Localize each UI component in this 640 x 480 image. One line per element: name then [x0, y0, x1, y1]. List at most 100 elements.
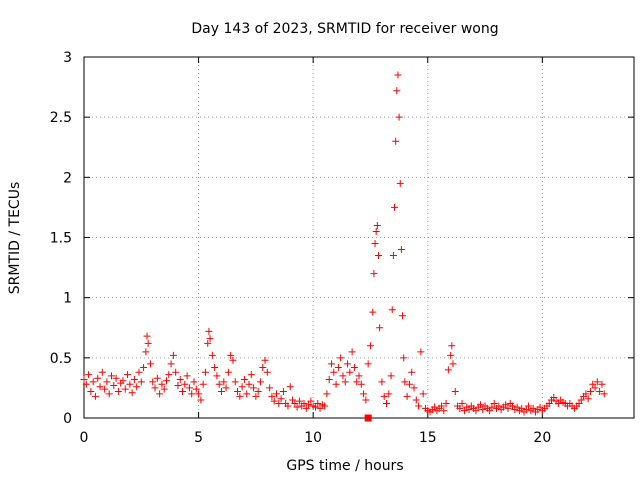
- data-point: [472, 407, 480, 415]
- data-point: [291, 400, 299, 408]
- y-axis-label: SRMTID / TECUs: [7, 182, 23, 295]
- data-point: [389, 252, 397, 260]
- data-point: [325, 375, 333, 383]
- data-point: [165, 371, 173, 379]
- data-point: [208, 351, 216, 359]
- data-point: [268, 392, 276, 400]
- data-point: [408, 368, 416, 376]
- x-axis-label: GPS time / hours: [286, 458, 403, 474]
- data-point: [589, 380, 597, 388]
- data-point: [388, 306, 396, 314]
- data-point: [518, 404, 526, 412]
- data-point: [231, 378, 239, 386]
- data-point: [339, 372, 347, 380]
- data-point: [451, 388, 459, 396]
- data-point: [438, 402, 445, 410]
- data-point: [495, 402, 503, 410]
- data-point: [130, 375, 138, 383]
- data-point: [108, 372, 115, 380]
- data-point: [192, 385, 200, 393]
- data-point: [144, 339, 152, 347]
- data-point: [334, 363, 342, 371]
- data-point: [146, 360, 154, 368]
- data-point: [185, 384, 193, 392]
- data-point: [399, 312, 407, 320]
- data-point: [362, 396, 370, 404]
- data-point: [369, 308, 377, 316]
- data-point: [98, 368, 106, 376]
- data-point: [305, 401, 313, 409]
- data-point: [190, 378, 198, 386]
- data-point: [238, 383, 246, 391]
- data-point: [91, 392, 99, 400]
- data-point: [447, 351, 455, 359]
- data-point: [188, 390, 196, 398]
- data-point: [128, 389, 136, 397]
- data-point: [263, 368, 271, 376]
- data-point: [372, 227, 380, 235]
- data-point: [172, 368, 180, 376]
- data-point: [465, 406, 473, 414]
- grid-lines: [84, 57, 634, 418]
- data-point: [126, 380, 134, 388]
- axis-ticks: 0 5 10 15 20 0 0.5 1 1.5 2 2.5 3: [50, 50, 634, 446]
- data-point: [323, 390, 331, 398]
- data-point: [311, 403, 319, 411]
- data-point: [229, 356, 237, 364]
- data-point: [376, 324, 384, 332]
- data-point: [163, 377, 170, 385]
- data-point: [448, 342, 456, 350]
- data-point: [509, 402, 517, 410]
- data-point: [205, 327, 213, 335]
- data-point: [348, 348, 356, 356]
- data-point: [321, 402, 329, 410]
- data-point: [442, 400, 450, 408]
- data-point: [266, 384, 274, 392]
- data-point: [405, 380, 413, 388]
- data-point: [195, 390, 203, 398]
- data-point: [458, 400, 466, 408]
- square-marker-point: [364, 414, 372, 422]
- data-point: [137, 378, 145, 386]
- y-tick-label: 0: [63, 411, 72, 427]
- data-point: [479, 406, 487, 414]
- data-point: [261, 356, 269, 364]
- data-point: [456, 404, 464, 412]
- data-point: [344, 360, 352, 368]
- data-point: [582, 390, 590, 398]
- data-point: [328, 360, 335, 368]
- data-point: [596, 388, 604, 396]
- x-tick-label: 15: [419, 430, 437, 446]
- data-point: [513, 403, 521, 411]
- data-point: [270, 397, 278, 405]
- y-tick-label: 1: [63, 291, 72, 307]
- data-point: [394, 71, 402, 79]
- data-point: [243, 390, 251, 398]
- y-tick-label: 0.5: [50, 351, 72, 367]
- data-point: [400, 354, 408, 362]
- data-point: [236, 392, 244, 400]
- data-point: [197, 396, 205, 404]
- y-tick-label: 2: [63, 170, 72, 186]
- data-point: [218, 388, 225, 396]
- x-tick-label: 20: [533, 430, 551, 446]
- data-point: [366, 342, 374, 350]
- data-point: [135, 368, 143, 376]
- data-point: [295, 397, 303, 405]
- data-point: [391, 203, 399, 211]
- data-point: [211, 363, 219, 371]
- data-point: [378, 378, 386, 386]
- data-point: [357, 380, 365, 388]
- y-tick-label: 3: [63, 50, 72, 66]
- data-point: [504, 404, 512, 412]
- data-point: [545, 400, 553, 408]
- data-point: [353, 378, 361, 386]
- data-point: [153, 374, 161, 382]
- data-point: [460, 407, 468, 415]
- data-point: [577, 396, 585, 404]
- data-point: [536, 403, 544, 411]
- data-point: [149, 378, 157, 386]
- data-point: [151, 384, 159, 392]
- data-point: [82, 380, 90, 388]
